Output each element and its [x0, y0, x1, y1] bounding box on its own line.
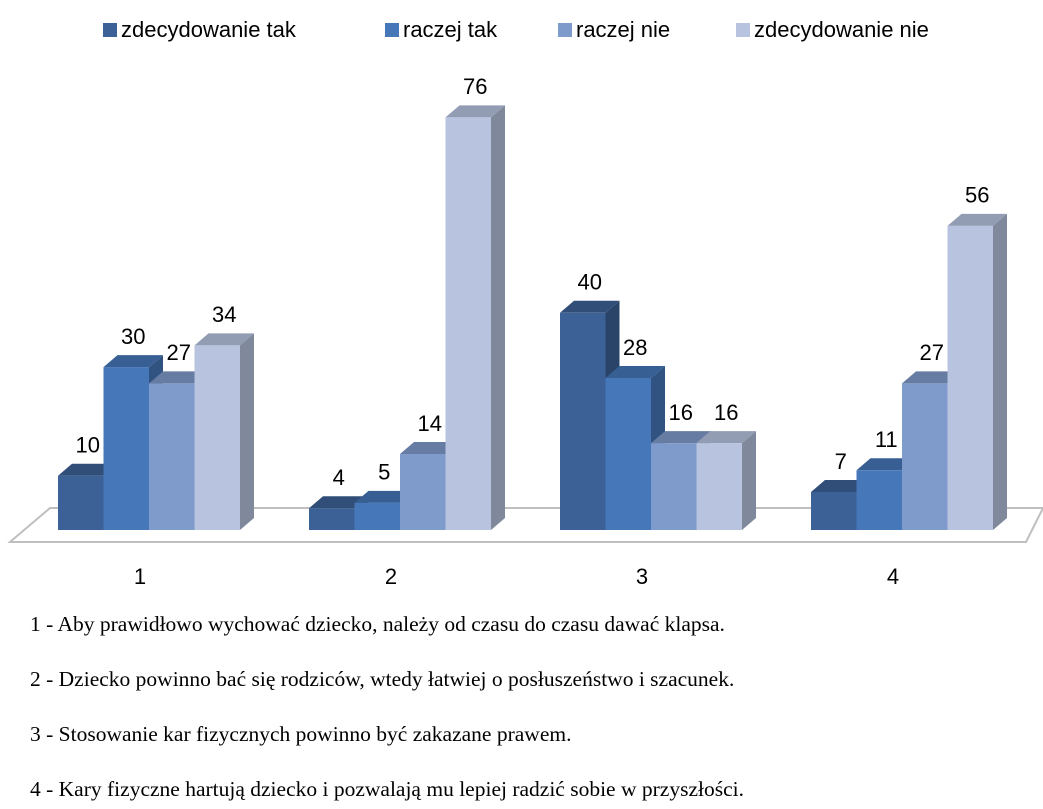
bar-top [560, 300, 620, 313]
bar [902, 383, 948, 530]
floor [7, 507, 1043, 543]
data-label: 7 [835, 449, 847, 474]
note: 1 - Aby prawidłowo wychować dziecko, nal… [30, 612, 725, 636]
x-tick-label: 4 [887, 564, 899, 589]
bar-top [947, 213, 1007, 226]
legend-swatch [736, 23, 750, 37]
note: 4 - Kary fizyczne hartują dziecko i pozw… [30, 777, 744, 801]
bar-top [696, 431, 756, 444]
bar [58, 475, 104, 530]
bar-top [103, 355, 163, 368]
bar-top [445, 105, 505, 118]
data-label: 4 [333, 465, 345, 490]
data-label: 30 [121, 324, 145, 349]
legend-label: raczej tak [403, 17, 498, 42]
bar [811, 491, 857, 530]
bar-side [491, 105, 505, 530]
data-label: 56 [965, 183, 989, 208]
x-tick-label: 2 [385, 564, 397, 589]
data-label: 16 [714, 400, 738, 425]
data-label: 40 [578, 270, 602, 295]
x-tick-label: 1 [134, 564, 146, 589]
bar [560, 312, 606, 530]
bar-top [605, 365, 665, 378]
data-label: 11 [875, 427, 898, 452]
data-label: 16 [669, 400, 693, 425]
legend-swatch [103, 23, 117, 37]
x-tick-label: 3 [636, 564, 648, 589]
bar [149, 383, 195, 530]
bar [400, 453, 446, 530]
bar-side [742, 431, 756, 530]
bar [696, 443, 742, 530]
legend-swatch [385, 23, 399, 37]
bar-top [856, 458, 916, 471]
bar [605, 377, 651, 530]
bar-top [651, 431, 711, 444]
bar [103, 367, 149, 530]
note: 3 - Stosowanie kar fizycznych powinno by… [30, 722, 571, 746]
data-label: 76 [463, 74, 487, 99]
data-label: 14 [418, 411, 442, 436]
bar-side [240, 333, 254, 530]
legend-swatch [558, 23, 572, 37]
data-label: 10 [76, 433, 100, 458]
bar-top [400, 441, 460, 454]
bar [651, 443, 697, 530]
bar-top [194, 333, 254, 346]
bar-top [902, 371, 962, 384]
data-label: 34 [212, 302, 236, 327]
bar-top [354, 490, 414, 503]
bar-top [309, 496, 369, 509]
bar [354, 502, 400, 530]
bar-top [811, 479, 871, 492]
legend-label: zdecydowanie nie [754, 17, 929, 42]
data-label: 27 [167, 340, 191, 365]
bar-side [993, 213, 1007, 531]
bar [856, 470, 902, 530]
data-label: 28 [623, 335, 647, 360]
bar [309, 508, 355, 530]
legend-label: zdecydowanie tak [121, 17, 297, 42]
legend-label: raczej nie [576, 17, 670, 42]
bar [194, 345, 240, 530]
data-label: 27 [920, 340, 944, 365]
bar [445, 117, 491, 530]
data-label: 5 [378, 460, 390, 485]
bar-top [149, 371, 209, 384]
note: 2 - Dziecko powinno bać się rodziców, wt… [30, 667, 734, 691]
bar-top [58, 463, 118, 476]
bar [947, 225, 993, 531]
